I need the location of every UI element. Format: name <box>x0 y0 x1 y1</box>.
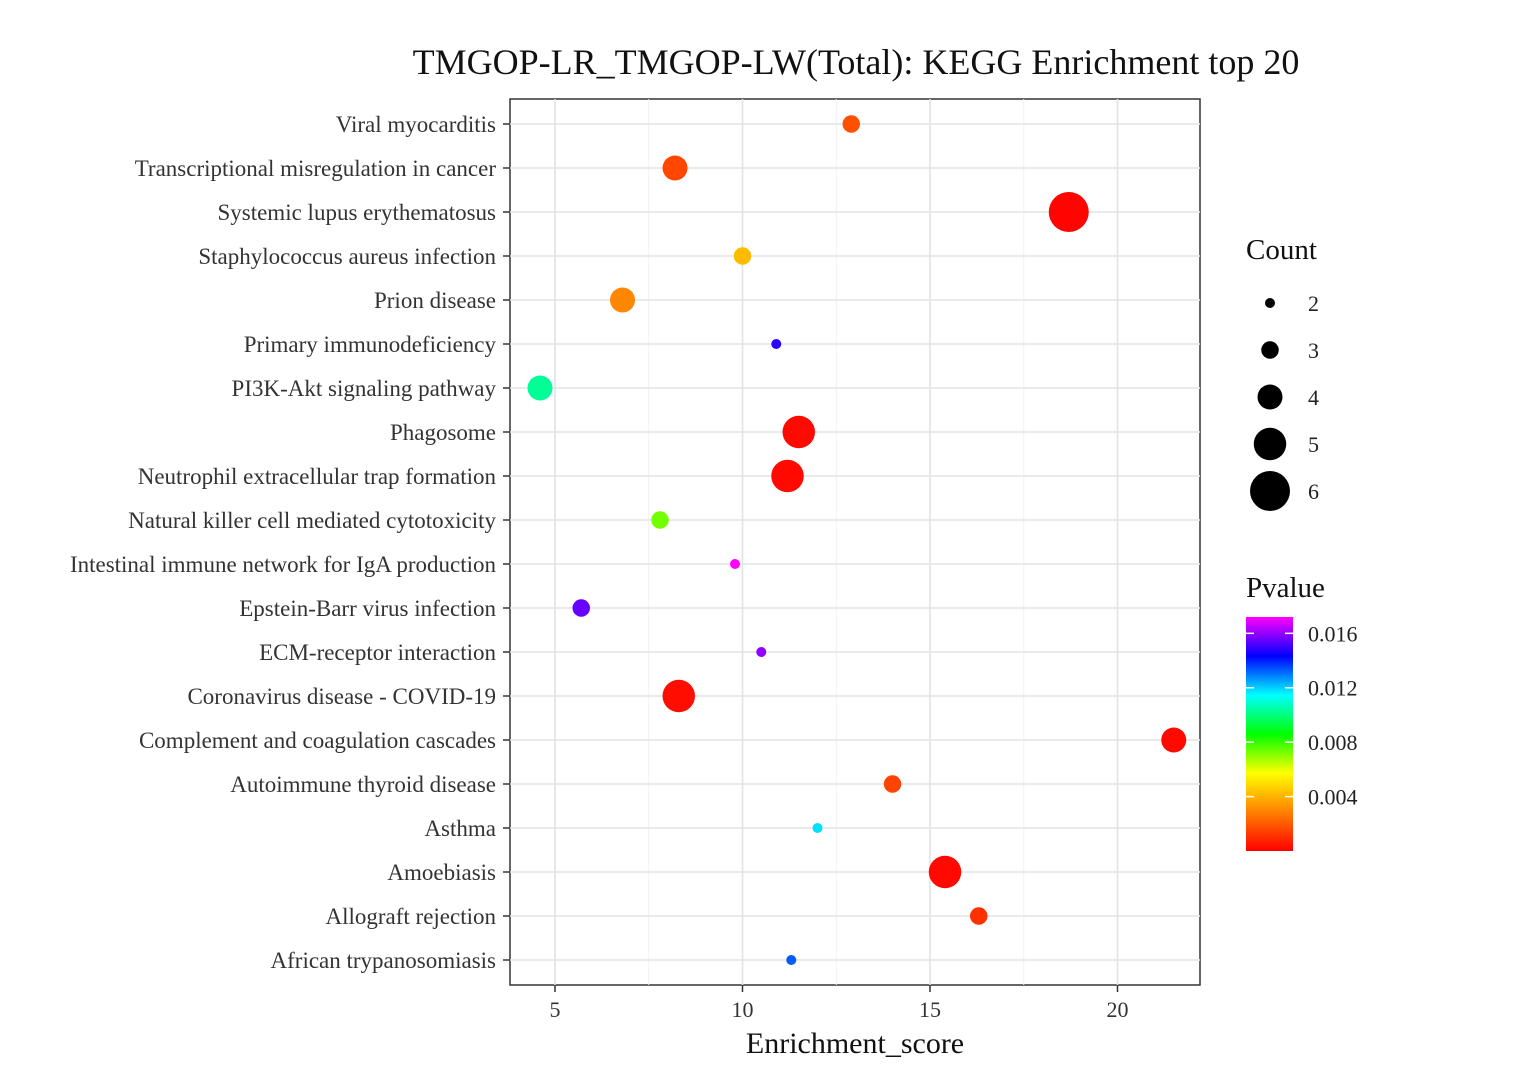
size-legend-label: 5 <box>1308 432 1319 457</box>
size-legend: Count 2 3 4 5 6 <box>1246 234 1319 511</box>
y-tick-label: ECM-receptor interaction <box>259 640 496 665</box>
y-tick-label: Coronavirus disease - COVID-19 <box>187 684 496 709</box>
data-points <box>527 115 1187 965</box>
data-point <box>651 511 669 529</box>
y-tick-label: Intestinal immune network for IgA produc… <box>70 552 497 577</box>
y-tick-label: Allograft rejection <box>325 904 496 929</box>
data-point <box>812 823 823 833</box>
data-point <box>730 559 740 569</box>
x-axis-ticks: 5 10 15 20 <box>550 985 1129 1022</box>
y-tick-label: Primary immunodeficiency <box>244 332 497 357</box>
y-tick-label: Systemic lupus erythematosus <box>217 200 496 225</box>
y-tick-label: Asthma <box>424 816 496 841</box>
data-point <box>883 775 902 793</box>
x-axis-title: Enrichment_score <box>746 1027 964 1060</box>
data-point <box>572 599 590 617</box>
y-tick-label: Prion disease <box>374 288 496 313</box>
color-legend-label: 0.004 <box>1308 785 1358 810</box>
data-point <box>1161 727 1187 753</box>
x-tick-label: 15 <box>919 997 941 1022</box>
size-legend-label: 4 <box>1308 385 1319 410</box>
data-point <box>610 287 635 313</box>
y-tick-label: Staphylococcus aureus infection <box>198 244 496 269</box>
y-tick-label: PI3K-Akt signaling pathway <box>232 376 497 401</box>
y-tick-label: Complement and coagulation cascades <box>139 728 496 753</box>
data-point <box>771 459 804 493</box>
size-legend-label: 2 <box>1308 291 1319 316</box>
size-legend-label: 3 <box>1308 338 1319 363</box>
color-legend-label: 0.008 <box>1308 730 1358 755</box>
color-legend-label: 0.016 <box>1308 621 1358 646</box>
size-legend-dot <box>1253 427 1287 461</box>
data-point <box>782 415 815 449</box>
data-point <box>786 955 797 965</box>
y-tick-label: Epstein-Barr virus infection <box>239 596 496 621</box>
data-point <box>662 679 695 713</box>
color-legend-title: Pvalue <box>1246 572 1325 604</box>
x-tick-label: 20 <box>1107 997 1129 1022</box>
y-axis-labels: Viral myocarditis Transcriptional misregu… <box>70 112 510 973</box>
y-tick-label: Transcriptional misregulation in cancer <box>135 156 497 181</box>
size-legend-dot <box>1250 471 1290 511</box>
size-legend-dot <box>1265 298 1275 308</box>
size-legend-dot <box>1257 384 1283 410</box>
y-tick-label: Autoimmune thyroid disease <box>230 772 496 797</box>
color-legend: Pvalue 0.016 0.012 0.008 0.004 <box>1246 572 1358 851</box>
y-tick-label: African trypanosomiasis <box>271 948 497 973</box>
data-point <box>1048 192 1089 232</box>
data-point <box>756 647 767 657</box>
y-tick-label: Viral myocarditis <box>336 112 496 137</box>
data-point <box>733 247 752 265</box>
data-point <box>928 855 962 889</box>
color-legend-label: 0.012 <box>1308 676 1358 701</box>
size-legend-title: Count <box>1246 234 1317 266</box>
y-tick-label: Amoebiasis <box>387 860 496 885</box>
data-point <box>842 115 860 133</box>
size-legend-dot <box>1261 341 1279 359</box>
data-point <box>527 375 553 401</box>
color-legend-bar <box>1246 617 1293 851</box>
plot-panel <box>509 98 1201 986</box>
size-legend-label: 6 <box>1308 479 1319 504</box>
data-point <box>970 907 988 925</box>
y-tick-label: Natural killer cell mediated cytotoxicit… <box>128 508 496 533</box>
data-point <box>662 155 688 181</box>
y-tick-label: Neutrophil extracellular trap formation <box>138 464 497 489</box>
x-tick-label: 5 <box>550 997 561 1022</box>
chart-title: TMGOP-LR_TMGOP-LW(Total): KEGG Enrichmen… <box>413 42 1300 82</box>
data-point <box>771 339 782 349</box>
y-tick-label: Phagosome <box>390 420 496 445</box>
x-tick-label: 10 <box>732 997 754 1022</box>
